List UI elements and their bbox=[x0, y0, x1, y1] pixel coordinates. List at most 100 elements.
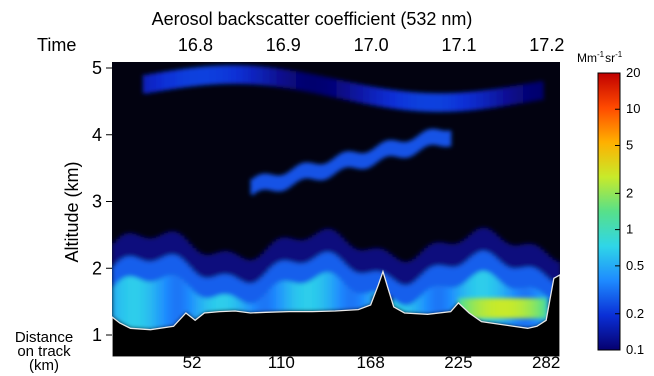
field-cell bbox=[463, 92, 471, 111]
field-cell bbox=[360, 293, 365, 309]
field-cell bbox=[120, 258, 125, 279]
field-cell bbox=[332, 273, 337, 312]
field-cell bbox=[196, 294, 201, 319]
field-cell bbox=[216, 275, 221, 296]
field-cell bbox=[452, 287, 457, 308]
field-cell bbox=[448, 287, 453, 312]
field-cell bbox=[368, 292, 373, 306]
field-cell bbox=[390, 140, 396, 157]
field-cell bbox=[196, 66, 204, 86]
field-cell bbox=[284, 260, 289, 281]
field-cell bbox=[282, 174, 288, 191]
field-cell bbox=[544, 252, 549, 277]
field-cell bbox=[320, 230, 325, 254]
field-cell bbox=[538, 298, 544, 319]
field-cell bbox=[328, 272, 333, 312]
field-cell bbox=[432, 242, 437, 267]
field-cell bbox=[402, 91, 411, 111]
field-cell bbox=[310, 163, 316, 180]
field-cell bbox=[520, 267, 525, 288]
field-cell bbox=[216, 252, 221, 276]
time-tick-label: 17.2 bbox=[529, 35, 564, 55]
field-cell bbox=[346, 151, 352, 168]
field-cell bbox=[216, 295, 221, 312]
field-cell bbox=[320, 253, 325, 274]
field-cell bbox=[340, 280, 345, 311]
distance-tick-label: 110 bbox=[268, 353, 295, 372]
colorbar bbox=[597, 72, 621, 351]
field-cell bbox=[220, 251, 225, 275]
field-cell bbox=[176, 69, 184, 89]
field-cell bbox=[120, 235, 125, 259]
field-cell bbox=[302, 162, 308, 179]
field-cell bbox=[292, 262, 297, 283]
field-cell bbox=[476, 272, 481, 320]
field-cell bbox=[132, 233, 137, 257]
field-cell bbox=[298, 163, 304, 180]
field-cell bbox=[140, 280, 145, 330]
field-cell bbox=[398, 141, 404, 158]
field-cell bbox=[416, 298, 421, 314]
field-cell bbox=[422, 130, 428, 147]
field-cell bbox=[280, 280, 285, 312]
field-cell bbox=[112, 266, 117, 287]
field-cell bbox=[322, 163, 328, 180]
field-cell bbox=[376, 248, 381, 272]
field-cell bbox=[535, 298, 540, 319]
y-tick-label: 4 bbox=[92, 125, 102, 145]
y-axis: 1 2 3 4 5 bbox=[92, 58, 112, 345]
distance-label-line1: Distance bbox=[15, 329, 73, 346]
field-cell bbox=[208, 277, 213, 298]
field-cell bbox=[328, 228, 333, 253]
field-cell bbox=[132, 277, 137, 329]
field-cell bbox=[488, 229, 493, 253]
field-cell bbox=[536, 246, 541, 270]
field-cell bbox=[204, 278, 209, 299]
field-cell bbox=[369, 86, 377, 106]
field-cell bbox=[356, 273, 361, 294]
field-cell bbox=[336, 256, 341, 277]
field-cell bbox=[408, 260, 413, 285]
field-cell bbox=[489, 89, 497, 108]
field-cell bbox=[232, 296, 237, 312]
field-cell bbox=[304, 239, 309, 263]
field-cell bbox=[424, 290, 429, 315]
enhanced-region bbox=[458, 298, 547, 319]
field-cell bbox=[503, 87, 511, 106]
field-cell bbox=[446, 130, 452, 147]
field-cell bbox=[438, 130, 444, 147]
field-cell bbox=[465, 298, 470, 319]
y-tick-label: 3 bbox=[92, 192, 102, 212]
field-cell bbox=[349, 82, 357, 102]
field-cell bbox=[302, 72, 311, 92]
field-cell bbox=[469, 298, 474, 319]
field-cell bbox=[224, 294, 229, 312]
field-cell bbox=[528, 266, 533, 288]
field-cell bbox=[476, 90, 484, 110]
distance-axis-label: Distance on track (km) bbox=[15, 329, 73, 374]
field-cell bbox=[236, 278, 241, 299]
time-tick-label: 17.1 bbox=[441, 35, 476, 55]
field-cell bbox=[496, 88, 504, 107]
field-cell bbox=[404, 261, 409, 286]
field-cell bbox=[512, 245, 517, 269]
field-cell bbox=[532, 244, 537, 268]
field-cell bbox=[536, 81, 544, 101]
field-cell bbox=[288, 238, 293, 262]
field-cell bbox=[418, 133, 424, 150]
field-cell bbox=[196, 274, 201, 295]
field-cell bbox=[229, 65, 237, 84]
field-cell bbox=[316, 255, 321, 276]
field-cell bbox=[336, 276, 341, 311]
field-cell bbox=[124, 276, 129, 327]
field-cell bbox=[436, 93, 444, 112]
field-cell bbox=[300, 263, 305, 284]
field-cell bbox=[523, 83, 531, 103]
field-cell bbox=[314, 164, 320, 181]
field-cell bbox=[326, 161, 332, 178]
field-cell bbox=[232, 276, 237, 297]
time-axis: 16.8 16.9 17.0 17.1 17.2 bbox=[178, 35, 564, 55]
field-cell bbox=[420, 294, 425, 314]
field-cell bbox=[352, 271, 357, 292]
field-cell bbox=[342, 81, 351, 101]
